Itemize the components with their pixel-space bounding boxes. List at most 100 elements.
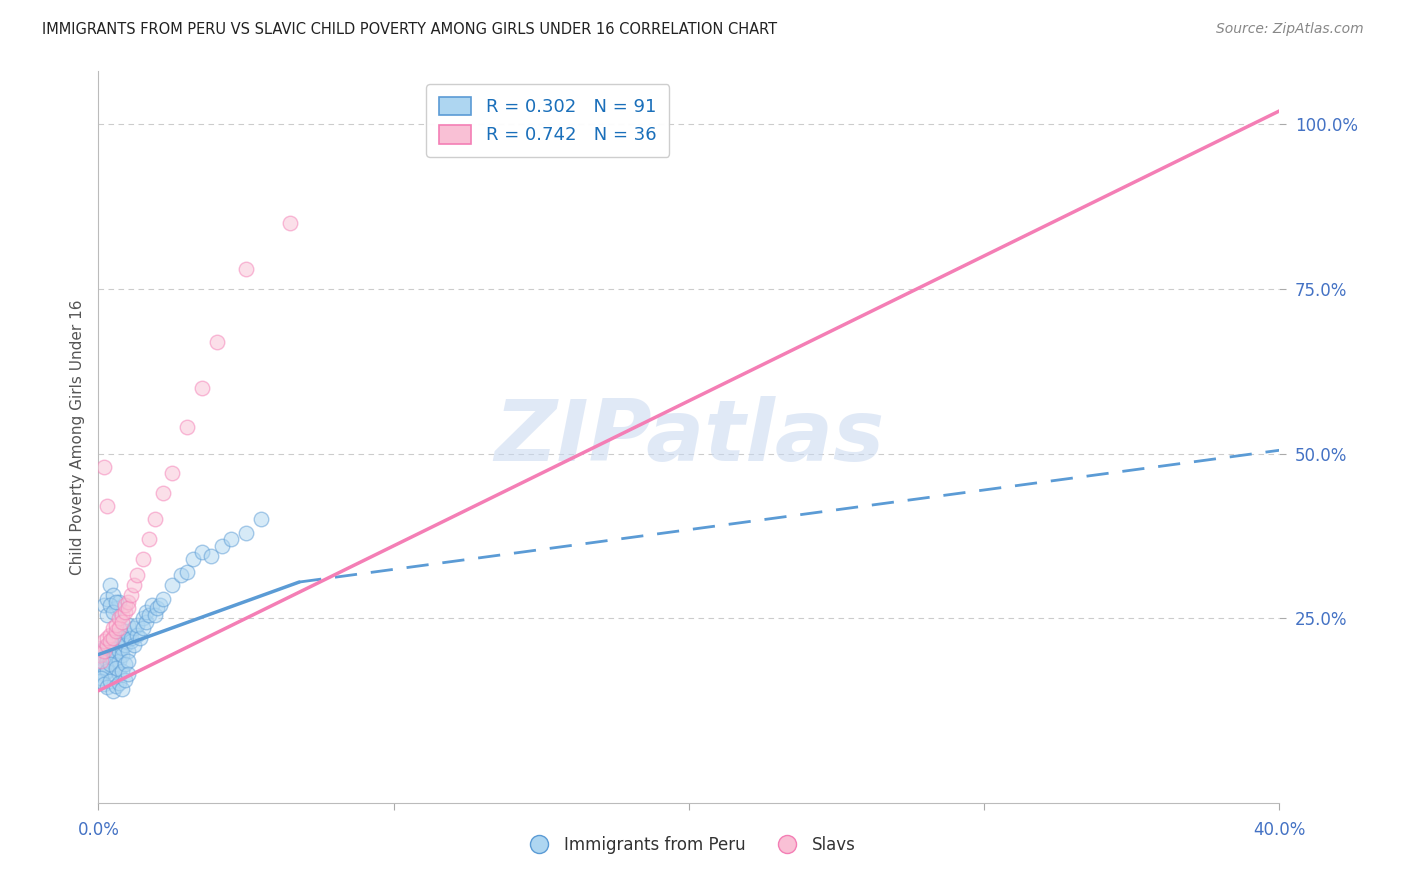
Point xyxy=(98,648,121,662)
Point xyxy=(111,681,134,696)
Point xyxy=(117,654,139,668)
Point xyxy=(170,568,193,582)
Point xyxy=(114,598,136,612)
Point xyxy=(117,595,139,609)
Point xyxy=(125,568,148,582)
Point xyxy=(128,631,150,645)
Point xyxy=(108,595,131,609)
Point xyxy=(96,638,118,652)
Point xyxy=(93,667,115,681)
Point xyxy=(103,605,125,619)
Point xyxy=(135,605,157,619)
Point xyxy=(138,607,160,622)
Point xyxy=(235,525,257,540)
Point xyxy=(105,657,128,672)
Point xyxy=(105,618,128,632)
Point xyxy=(125,618,148,632)
Point xyxy=(132,621,155,635)
Y-axis label: Child Poverty Among Girls Under 16: Child Poverty Among Girls Under 16 xyxy=(69,300,84,574)
Point xyxy=(149,598,172,612)
Point xyxy=(105,595,128,609)
Point xyxy=(122,621,145,635)
Point xyxy=(103,634,125,648)
Point xyxy=(93,459,115,474)
Point xyxy=(108,676,131,690)
Point xyxy=(105,661,128,675)
Point xyxy=(108,611,131,625)
Point xyxy=(103,671,125,685)
Point xyxy=(111,607,134,622)
Point xyxy=(146,601,169,615)
Point xyxy=(103,650,125,665)
Point xyxy=(105,628,128,642)
Point xyxy=(96,607,118,622)
Point xyxy=(89,648,111,662)
Point xyxy=(96,591,118,606)
Point xyxy=(98,578,121,592)
Text: IMMIGRANTS FROM PERU VS SLAVIC CHILD POVERTY AMONG GIRLS UNDER 16 CORRELATION CH: IMMIGRANTS FROM PERU VS SLAVIC CHILD POV… xyxy=(42,22,778,37)
Point xyxy=(93,598,115,612)
Point xyxy=(96,681,118,695)
Point xyxy=(105,601,128,615)
Point xyxy=(93,677,115,691)
Point xyxy=(221,533,243,547)
Point xyxy=(98,598,121,612)
Point xyxy=(105,679,128,693)
Point xyxy=(143,607,166,622)
Point xyxy=(138,533,160,547)
Point xyxy=(103,644,125,658)
Point xyxy=(114,638,136,652)
Point xyxy=(152,591,174,606)
Point xyxy=(143,512,166,526)
Point xyxy=(93,634,115,648)
Point xyxy=(98,638,121,652)
Point xyxy=(103,661,125,675)
Point xyxy=(117,667,139,681)
Point xyxy=(117,644,139,658)
Point xyxy=(93,640,115,655)
Point xyxy=(108,634,131,648)
Point xyxy=(98,673,121,688)
Point xyxy=(98,654,121,668)
Point xyxy=(90,661,112,675)
Legend: Immigrants from Peru, Slavs: Immigrants from Peru, Slavs xyxy=(516,829,862,860)
Point xyxy=(90,640,112,655)
Point xyxy=(93,648,115,662)
Point xyxy=(181,552,204,566)
Point xyxy=(117,628,139,642)
Point xyxy=(114,605,136,619)
Point xyxy=(114,634,136,648)
Point xyxy=(103,621,125,635)
Point xyxy=(122,578,145,592)
Point xyxy=(132,611,155,625)
Point xyxy=(111,615,134,629)
Point xyxy=(176,420,198,434)
Point xyxy=(105,648,128,662)
Point xyxy=(120,634,142,648)
Text: Source: ZipAtlas.com: Source: ZipAtlas.com xyxy=(1216,22,1364,37)
Point xyxy=(200,549,222,563)
Point xyxy=(114,657,136,672)
Point xyxy=(120,631,142,645)
Point xyxy=(90,671,112,685)
Point xyxy=(114,624,136,639)
Point xyxy=(103,588,125,602)
Point xyxy=(135,615,157,629)
Point xyxy=(120,588,142,602)
Point xyxy=(211,539,233,553)
Point xyxy=(162,467,183,481)
Point xyxy=(250,512,273,526)
Point xyxy=(122,638,145,652)
Point xyxy=(96,654,118,668)
Point xyxy=(111,631,134,645)
Point xyxy=(89,654,111,668)
Point xyxy=(117,618,139,632)
Point xyxy=(108,667,131,681)
Point xyxy=(98,628,121,642)
Point xyxy=(108,644,131,658)
Point xyxy=(96,664,118,678)
Point xyxy=(98,634,121,648)
Point xyxy=(111,648,134,662)
Point xyxy=(108,621,131,635)
Text: ZIPatlas: ZIPatlas xyxy=(494,395,884,479)
